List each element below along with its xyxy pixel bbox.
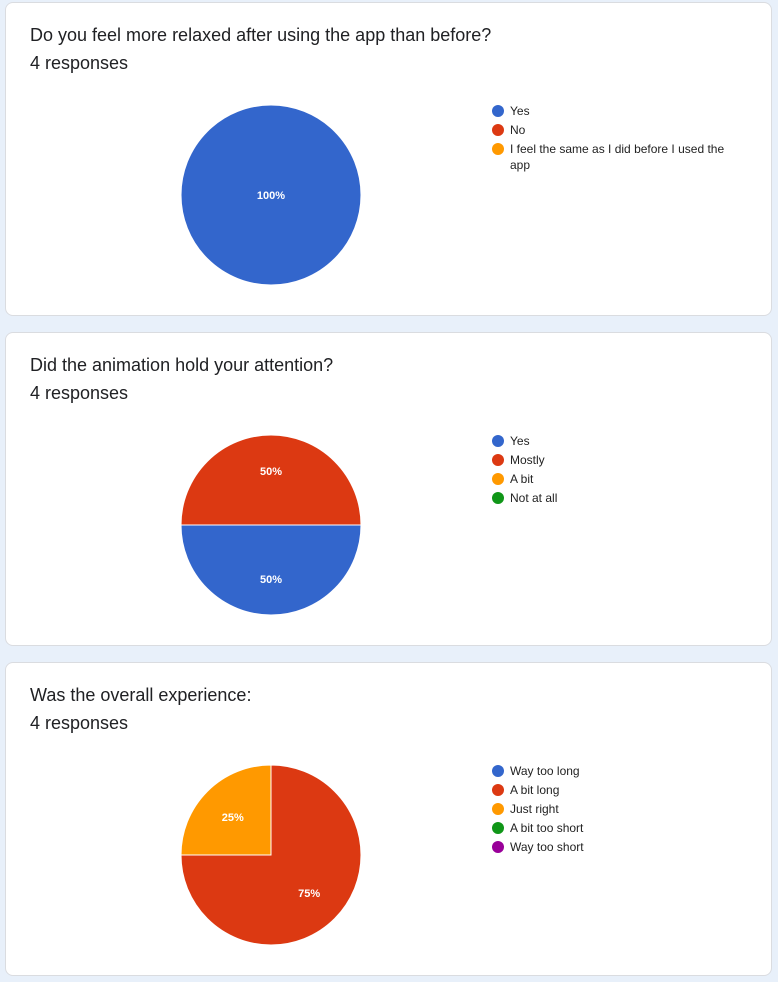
legend-label: I feel the same as I did before I used t… bbox=[510, 142, 725, 172]
legend-item: Yes bbox=[492, 433, 742, 449]
legend-swatch bbox=[492, 492, 504, 504]
pie-slice-yes bbox=[180, 104, 362, 286]
legend-item: Just right bbox=[492, 801, 742, 817]
legend-item: Way too short bbox=[492, 839, 742, 855]
legend-item: Yes bbox=[492, 103, 742, 119]
legend-swatch bbox=[492, 803, 504, 815]
pie-slice-yes bbox=[180, 524, 362, 616]
legend-item: Way too long bbox=[492, 763, 742, 779]
legend-swatch bbox=[492, 143, 504, 155]
chart-legend: Yes Mostly A bit Not at all bbox=[492, 433, 742, 509]
question-card-relaxed: Do you feel more relaxed after using the… bbox=[5, 2, 772, 316]
pie-slice-mostly bbox=[180, 434, 362, 526]
legend-item: A bit too short bbox=[492, 820, 742, 836]
legend-item: A bit bbox=[492, 471, 742, 487]
question-title: Do you feel more relaxed after using the… bbox=[30, 25, 492, 45]
legend-label: Way too long bbox=[510, 764, 580, 778]
pie-chart: 75% 25% bbox=[180, 764, 362, 946]
legend-label: No bbox=[510, 123, 526, 137]
legend-swatch bbox=[492, 454, 504, 466]
chart-legend: Yes No I feel the same as I did before I u… bbox=[492, 103, 742, 176]
pie-slice-just-right bbox=[180, 764, 272, 856]
legend-label: Mostly bbox=[510, 453, 545, 467]
legend-label: Yes bbox=[510, 104, 530, 118]
legend-swatch bbox=[492, 435, 504, 447]
legend-item: Mostly bbox=[492, 452, 742, 468]
pie-slice-label: 100% bbox=[257, 190, 285, 202]
pie-chart: 100% bbox=[180, 104, 362, 286]
legend-swatch bbox=[492, 124, 504, 136]
legend-item: No bbox=[492, 122, 742, 138]
legend-item: I feel the same as I did before I used t… bbox=[492, 141, 742, 173]
legend-swatch bbox=[492, 105, 504, 117]
pie-slice-label: 50% bbox=[260, 574, 282, 586]
legend-swatch bbox=[492, 473, 504, 485]
response-count: 4 responses bbox=[30, 383, 129, 403]
response-count: 4 responses bbox=[30, 713, 129, 733]
legend-label: A bit too short bbox=[510, 821, 584, 835]
response-count: 4 responses bbox=[30, 53, 129, 73]
question-title: Did the animation hold your attention? bbox=[30, 355, 334, 375]
legend-swatch bbox=[492, 822, 504, 834]
chart-legend: Way too long A bit long Just right A bit to… bbox=[492, 763, 742, 858]
legend-swatch bbox=[492, 784, 504, 796]
legend-swatch bbox=[492, 765, 504, 777]
legend-label: Way too short bbox=[510, 840, 584, 854]
question-card-experience: Was the overall experience: 4 responses … bbox=[5, 662, 772, 976]
legend-label: A bit long bbox=[510, 783, 560, 797]
pie-slice-label: 75% bbox=[298, 888, 320, 900]
question-title: Was the overall experience: bbox=[30, 685, 252, 705]
pie-chart: 50% 50% bbox=[180, 434, 362, 616]
legend-swatch bbox=[492, 841, 504, 853]
legend-item: Not at all bbox=[492, 490, 742, 506]
legend-item: A bit long bbox=[492, 782, 742, 798]
legend-label: Just right bbox=[510, 802, 559, 816]
question-card-attention: Did the animation hold your attention? 4… bbox=[5, 332, 772, 646]
legend-label: Yes bbox=[510, 434, 530, 448]
legend-label: A bit bbox=[510, 472, 534, 486]
pie-slice-label: 25% bbox=[222, 812, 244, 824]
legend-label: Not at all bbox=[510, 491, 558, 505]
pie-slice-label: 50% bbox=[260, 466, 282, 478]
